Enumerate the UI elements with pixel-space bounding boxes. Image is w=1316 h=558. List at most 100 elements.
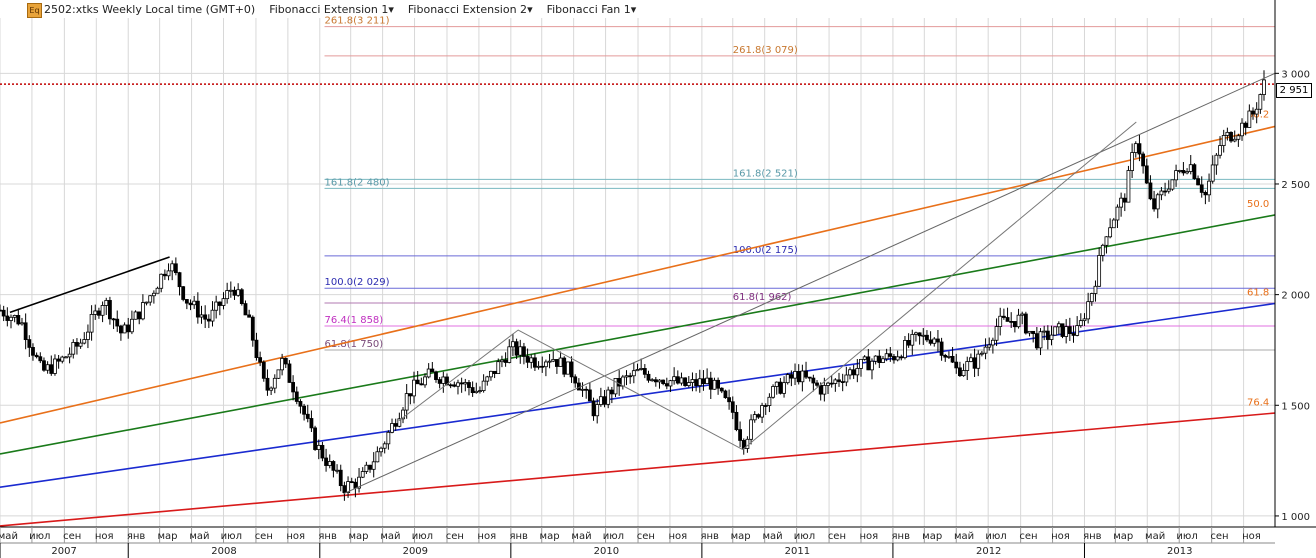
candle-body xyxy=(1177,170,1182,172)
candle-body xyxy=(1020,313,1025,316)
candle-body xyxy=(650,379,655,382)
fib-extension-1-menu[interactable]: Fibonacci Extension 1▾ xyxy=(269,3,394,16)
x-tick-label: май xyxy=(0,531,18,542)
fib-level-label: 76.4(1 858) xyxy=(325,315,384,326)
x-tick-label: май xyxy=(189,531,209,542)
candle-body xyxy=(1221,135,1226,146)
candle-body xyxy=(155,287,160,294)
candle-body xyxy=(133,311,138,320)
candle-body xyxy=(159,273,164,289)
candle-body xyxy=(0,309,2,312)
candle-body xyxy=(423,376,427,386)
candle-body xyxy=(866,356,871,371)
candle-body xyxy=(639,368,644,370)
candle-body xyxy=(16,315,21,325)
candle-body xyxy=(401,409,405,420)
candle-body xyxy=(1170,179,1175,190)
candle-body xyxy=(1,309,6,317)
fib-levels[interactable]: 261.8(3 211) 261.8(3 079) 161.8(2 521) 161.… xyxy=(0,16,1275,351)
candle-body xyxy=(675,376,680,384)
candle-body xyxy=(760,405,764,418)
candle-body xyxy=(368,464,372,470)
candle-body xyxy=(23,322,28,341)
candle-body xyxy=(954,361,959,369)
candle-body xyxy=(613,377,618,395)
symbol-label[interactable]: 2502:xtks Weekly Local time (GMT+0) xyxy=(44,3,256,16)
x-tick-label: май xyxy=(1145,531,1165,542)
candle-body xyxy=(1214,154,1219,166)
candle-body xyxy=(1188,164,1193,172)
candle-body xyxy=(979,352,984,355)
candle-body xyxy=(972,357,977,369)
candle-body xyxy=(360,471,365,478)
x-tick-label: ноя xyxy=(95,531,114,542)
candle-body xyxy=(441,376,446,384)
x-tick-label: июл xyxy=(29,531,50,542)
candle-body xyxy=(144,301,149,304)
eq-logo-icon: Eq xyxy=(27,3,42,18)
candle-body xyxy=(778,381,783,394)
candle-body xyxy=(309,418,314,429)
candle-body xyxy=(591,400,596,417)
zigzag-line xyxy=(398,121,1137,451)
x-tick-label: сен xyxy=(63,531,81,542)
candle-body xyxy=(426,368,431,378)
x-tick-label: июл xyxy=(412,531,433,542)
candle-body xyxy=(1031,330,1036,335)
candle-body xyxy=(42,360,46,371)
candle-body xyxy=(1192,164,1197,180)
candle-body xyxy=(78,342,83,347)
candle-body xyxy=(507,346,512,363)
candle-body xyxy=(683,377,688,387)
candle-body xyxy=(1115,206,1120,221)
y-tick-label: 2 500 xyxy=(1281,180,1310,191)
fan-line xyxy=(0,412,1276,527)
candle-body xyxy=(100,305,105,316)
candle-body xyxy=(1258,94,1263,110)
candle-body xyxy=(569,361,574,378)
candle-body xyxy=(686,382,691,387)
candle-body xyxy=(774,381,779,387)
candle-body xyxy=(327,461,332,466)
channel-line xyxy=(343,72,1276,495)
candle-body xyxy=(1196,178,1200,186)
candle-body xyxy=(1049,334,1054,340)
candle-body xyxy=(917,332,922,337)
candle-body xyxy=(529,357,534,363)
candle-body xyxy=(756,414,761,418)
fib-level-label: 261.8(3 211) xyxy=(325,16,390,27)
candle-body xyxy=(34,354,39,358)
candle-body xyxy=(221,298,226,306)
candle-body xyxy=(20,322,24,325)
candle-body xyxy=(500,359,504,363)
candle-body xyxy=(547,360,552,363)
candle-body xyxy=(111,318,116,321)
candle-body xyxy=(203,314,208,320)
candle-body xyxy=(844,374,849,383)
candle-body xyxy=(346,481,350,493)
candle-body xyxy=(115,318,120,327)
candle-body xyxy=(254,339,259,358)
fan-line xyxy=(0,125,1276,424)
candle-body xyxy=(1254,108,1259,115)
x-tick-label: июл xyxy=(603,531,624,542)
x-tick-label: май xyxy=(571,531,591,542)
candle-body xyxy=(232,289,237,296)
candle-body xyxy=(53,358,57,374)
candle-body xyxy=(705,377,710,384)
candle-body xyxy=(371,461,376,470)
candle-body xyxy=(467,382,471,388)
fib-fan-1-menu[interactable]: Fibonacci Fan 1▾ xyxy=(546,3,637,16)
candle-body xyxy=(782,382,786,394)
candle-body xyxy=(1137,143,1142,155)
fib-extension-2-menu[interactable]: Fibonacci Extension 2▾ xyxy=(407,3,533,16)
candle-body xyxy=(514,341,519,356)
x-tick-label: сен xyxy=(637,531,655,542)
x-tick-label: май xyxy=(380,531,400,542)
candle-body xyxy=(89,314,94,333)
candle-body xyxy=(1185,171,1189,174)
candle-body xyxy=(492,370,497,374)
candle-body xyxy=(1130,152,1135,171)
drawn-lines[interactable] xyxy=(9,72,1276,495)
